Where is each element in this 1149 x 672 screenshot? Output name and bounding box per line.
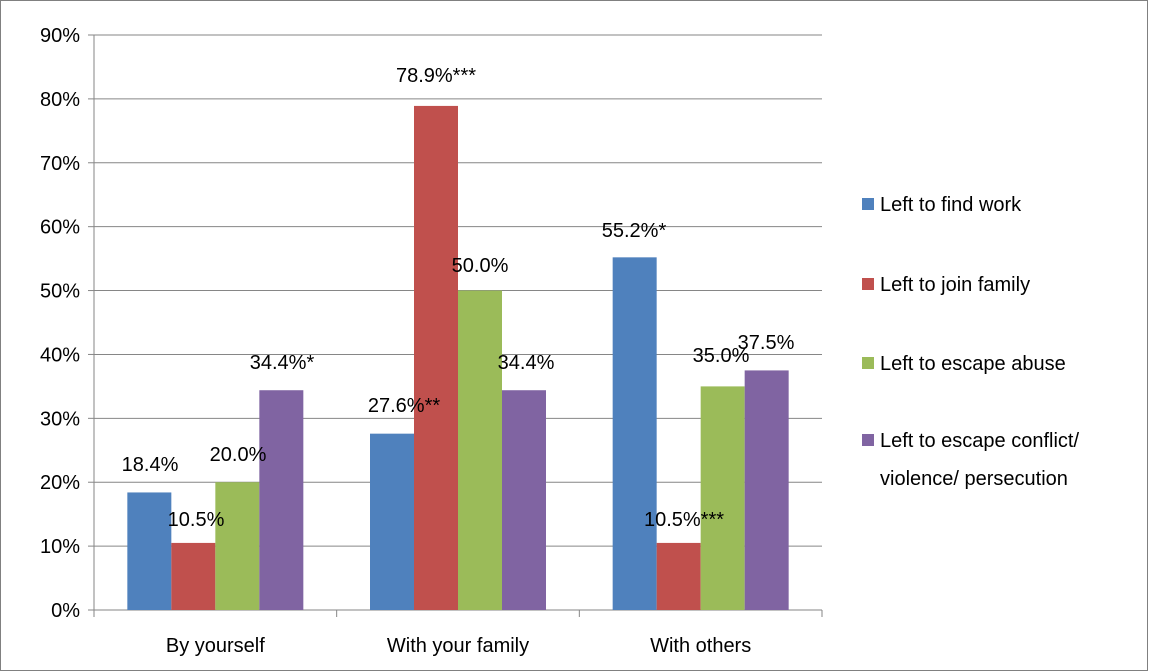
data-label: 78.9%*** xyxy=(396,65,476,87)
bar xyxy=(612,257,657,610)
data-label: 34.4% xyxy=(498,352,555,374)
bar xyxy=(700,386,745,610)
bar xyxy=(502,390,546,610)
legend-swatch xyxy=(862,434,874,446)
y-tick-label: 60% xyxy=(40,217,80,239)
data-label: 27.6%** xyxy=(368,395,440,417)
axes: 0% 10% 20% 30% 40% 50% 60% 70% 80% 90% By yourself… xyxy=(40,25,823,657)
bar xyxy=(127,492,172,610)
bar xyxy=(458,290,502,610)
y-tick-label: 0% xyxy=(51,600,80,622)
data-label: 10.5%*** xyxy=(644,509,724,531)
legend-swatch xyxy=(862,198,874,210)
legend-label: violence/ persecution xyxy=(880,468,1068,490)
bars xyxy=(127,105,789,611)
data-label: 35.0% xyxy=(693,345,750,367)
data-labels: 18.4% 27.6%** 55.2%* 10.5% 78.9%*** 10.5%*** 2… xyxy=(122,65,795,531)
y-tick-label: 20% xyxy=(40,472,80,494)
x-category-label: With your family xyxy=(387,635,529,657)
bar xyxy=(744,370,789,610)
legend-label: Left to join family xyxy=(880,274,1030,296)
bar xyxy=(656,542,701,610)
bar xyxy=(171,542,216,610)
legend: Left to find work Left to join family Left… xyxy=(862,194,1079,490)
y-tick-label: 30% xyxy=(40,408,80,430)
bar xyxy=(370,433,414,610)
y-tick-label: 40% xyxy=(40,344,80,366)
y-tick-label: 80% xyxy=(40,89,80,111)
data-label: 37.5% xyxy=(738,332,795,354)
bar xyxy=(259,390,304,610)
y-tick-label: 50% xyxy=(40,281,80,303)
data-label: 10.5% xyxy=(168,509,225,531)
data-label: 55.2%* xyxy=(602,220,667,242)
x-category-label: By yourself xyxy=(166,635,265,657)
legend-label: Left to escape abuse xyxy=(880,353,1066,375)
data-label: 20.0% xyxy=(210,444,267,466)
legend-swatch xyxy=(862,278,874,290)
x-category-label: With others xyxy=(650,635,751,657)
data-label: 50.0% xyxy=(452,255,509,277)
y-tick-label: 70% xyxy=(40,153,80,175)
bar xyxy=(414,105,458,611)
bar xyxy=(215,482,260,610)
legend-label: Left to escape conflict/ xyxy=(880,430,1079,452)
y-tick-label: 10% xyxy=(40,536,80,558)
legend-label: Left to find work xyxy=(880,194,1022,216)
data-label: 34.4%* xyxy=(250,352,315,374)
y-tick-label: 90% xyxy=(40,25,80,47)
data-label: 18.4% xyxy=(122,454,179,476)
legend-swatch xyxy=(862,357,874,369)
